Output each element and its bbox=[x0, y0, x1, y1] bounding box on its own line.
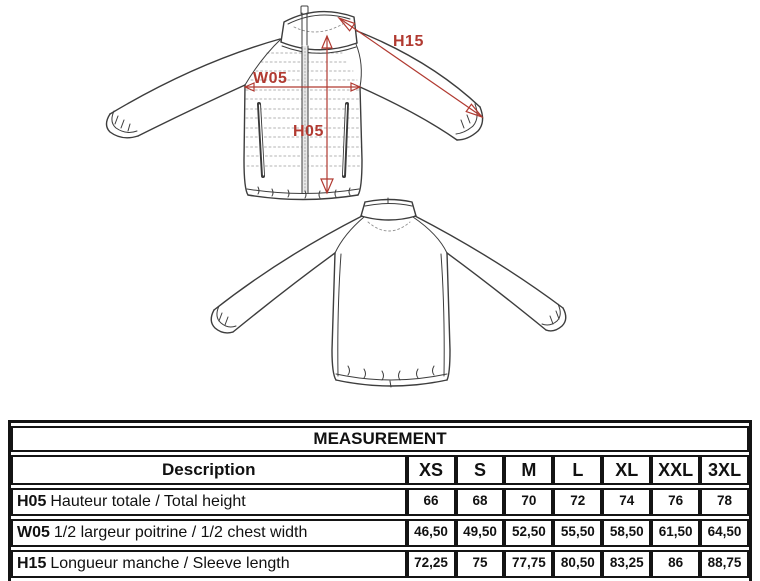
value-cell: 72,25 bbox=[406, 550, 456, 578]
row-description: H05 Hauteur totale / Total height bbox=[11, 488, 407, 516]
h15-label: H15 bbox=[393, 33, 424, 50]
value-cell: 74 bbox=[602, 488, 652, 516]
back-left-sleeve bbox=[210, 215, 363, 334]
value-cell: 49,50 bbox=[455, 519, 505, 547]
size-header-xxl: XXL bbox=[651, 455, 701, 485]
front-zipper bbox=[300, 5, 309, 194]
h05-label: H05 bbox=[293, 123, 324, 140]
measure-label: 1/2 largeur poitrine / 1/2 chest width bbox=[53, 524, 308, 541]
value-cell: 58,50 bbox=[602, 519, 652, 547]
value-cell: 72 bbox=[553, 488, 603, 516]
measure-code: H15 bbox=[17, 555, 47, 572]
value-cell: 64,50 bbox=[700, 519, 749, 547]
size-header-l: L bbox=[553, 455, 603, 485]
value-cell: 77,75 bbox=[504, 550, 554, 578]
size-header-s: S bbox=[455, 455, 505, 485]
table-title: MEASUREMENT bbox=[11, 426, 749, 452]
back-hem-drawcord bbox=[347, 365, 435, 388]
value-cell: 61,50 bbox=[651, 519, 701, 547]
value-cell: 76 bbox=[651, 488, 701, 516]
w05-dimension-arrow: W05 bbox=[243, 70, 362, 92]
measure-label: Hauteur totale / Total height bbox=[50, 493, 246, 510]
value-cell: 86 bbox=[651, 550, 701, 578]
row-description: W05 1/2 largeur poitrine / 1/2 chest widt… bbox=[11, 519, 407, 547]
description-header: Description bbox=[11, 455, 407, 485]
table-header-row: Description XS S M L XL XXL 3XL bbox=[11, 455, 749, 485]
dimension-annotations: H15 W05 H05 bbox=[243, 16, 484, 195]
front-right-sleeve bbox=[356, 30, 484, 141]
front-hem-drawcord bbox=[257, 186, 351, 199]
jacket-back-view bbox=[210, 197, 567, 388]
measure-code: W05 bbox=[17, 524, 50, 541]
value-cell: 70 bbox=[504, 488, 554, 516]
value-cell: 52,50 bbox=[504, 519, 554, 547]
front-left-sleeve bbox=[105, 38, 281, 139]
size-header-3xl: 3XL bbox=[700, 455, 749, 485]
back-body bbox=[331, 216, 451, 387]
h15-dimension-arrow: H15 bbox=[337, 16, 484, 119]
value-cell: 78 bbox=[700, 488, 749, 516]
front-body bbox=[243, 38, 363, 201]
jacket-technical-drawing: H15 W05 H05 bbox=[105, 5, 567, 388]
table-row-h05: H05 Hauteur totale / Total height 66 68 7… bbox=[11, 488, 749, 516]
value-cell: 80,50 bbox=[553, 550, 603, 578]
value-cell: 88,75 bbox=[700, 550, 749, 578]
row-description: H15 Longueur manche / Sleeve length bbox=[11, 550, 407, 578]
jacket-front-view bbox=[105, 5, 484, 201]
table-row-w05: W05 1/2 largeur poitrine / 1/2 chest widt… bbox=[11, 519, 749, 547]
table-title-row: MEASUREMENT bbox=[11, 426, 749, 452]
value-cell: 55,50 bbox=[553, 519, 603, 547]
h05-dimension-arrow: H05 bbox=[293, 34, 334, 195]
value-cell: 66 bbox=[406, 488, 456, 516]
measure-code: H05 bbox=[17, 493, 47, 510]
value-cell: 68 bbox=[455, 488, 505, 516]
value-cell: 75 bbox=[455, 550, 505, 578]
value-cell: 46,50 bbox=[406, 519, 456, 547]
size-header-xl: XL bbox=[602, 455, 652, 485]
value-cell: 83,25 bbox=[602, 550, 652, 578]
size-header-xs: XS bbox=[406, 455, 456, 485]
front-pockets bbox=[257, 102, 349, 178]
w05-label: W05 bbox=[253, 70, 287, 87]
back-collar bbox=[360, 197, 417, 232]
measure-label: Longueur manche / Sleeve length bbox=[50, 555, 290, 572]
measurement-table: MEASUREMENT Description XS S M L XL XXL … bbox=[8, 420, 752, 581]
back-right-sleeve bbox=[414, 215, 567, 332]
front-collar bbox=[280, 10, 358, 54]
size-header-m: M bbox=[504, 455, 554, 485]
table-row-h15: H15 Longueur manche / Sleeve length 72,25… bbox=[11, 550, 749, 578]
